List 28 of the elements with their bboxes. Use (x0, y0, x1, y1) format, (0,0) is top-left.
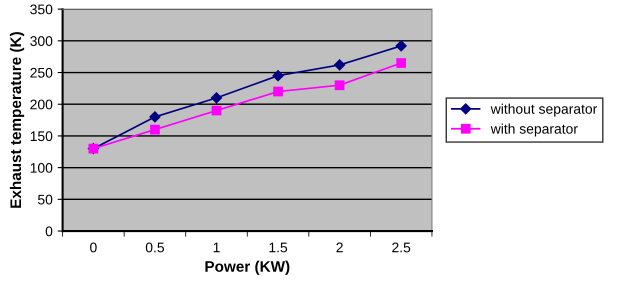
x-tick-label: 2 (336, 242, 343, 252)
x-tick-label: 1 (214, 242, 220, 252)
point (334, 59, 346, 71)
point (149, 111, 161, 123)
y-tick-label: 50 (38, 194, 52, 205)
point (396, 58, 406, 68)
x-tick-label: 1.5 (269, 242, 288, 252)
x-tick-label: 0.5 (146, 242, 164, 252)
y-tick-label: 150 (30, 131, 52, 142)
y-tick-label: 100 (30, 162, 52, 173)
point (150, 124, 160, 134)
y-tick-label: 200 (30, 100, 52, 110)
x-tick-label: 0 (90, 242, 97, 252)
y-tick-label: 300 (30, 36, 52, 46)
y-axis-title: Exhaust temperature (K) (10, 32, 24, 208)
point (273, 86, 283, 96)
point (334, 80, 344, 90)
y-tick-label: 250 (30, 68, 52, 78)
y-tick-label: 350 (30, 4, 52, 14)
x-tick-label: 2.5 (392, 242, 410, 252)
point (272, 70, 284, 82)
point (396, 40, 407, 52)
y-tick-label: 0 (46, 226, 52, 236)
legend-label: with separator (490, 124, 578, 136)
point (210, 92, 222, 104)
point (212, 106, 222, 116)
x-axis-title: Power (KW) (205, 260, 290, 275)
legend-label: without separator (490, 104, 598, 117)
